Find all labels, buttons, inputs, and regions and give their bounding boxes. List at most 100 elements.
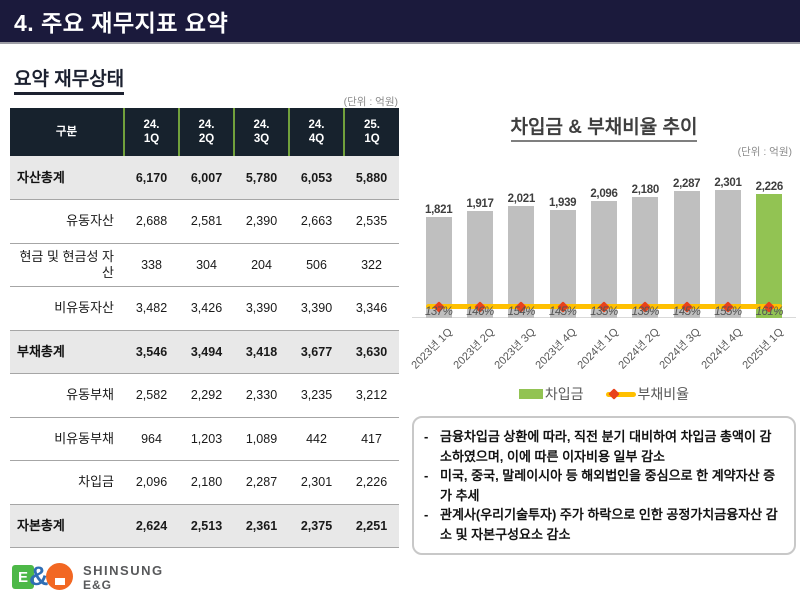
legend-bar-label: 차입금 [544, 386, 584, 402]
bar-value-label: 1,939 [549, 197, 577, 209]
debt-ratio-label: 154% [507, 306, 536, 318]
note-text: 관계사(우리기술투자) 주가 하락으로 인한 공정가치금융자산 감소 및 자본구… [440, 507, 778, 542]
table-cell: 3,494 [190, 344, 223, 359]
row-label: 자본총계 [17, 517, 65, 533]
table-cell: 442 [306, 431, 327, 446]
bar-value-label: 2,096 [590, 188, 618, 200]
x-label-cell: 2023년 2Q [451, 320, 500, 382]
line-swatch-icon [605, 388, 636, 400]
table-row: 자본총계 2,624 2,513 2,361 2,375 2,251 [10, 504, 399, 548]
bar [756, 194, 783, 318]
financial-position-section-title: 요약 재무상태 [14, 64, 125, 95]
table-header-quarter: 24. 2Q [178, 108, 234, 156]
bar [425, 217, 452, 318]
table-cell: 2,330 [245, 388, 278, 403]
row-label: 자산총계 [17, 169, 65, 185]
bar-value-label: 1,821 [425, 204, 453, 216]
table-cell: 5,880 [355, 170, 388, 185]
table-cell: 3,482 [135, 301, 168, 316]
row-label: 비유동자산 [54, 300, 114, 316]
financial-summary-table: 구분 24. 1Q 24. 2Q 24. 3Q 24. 4Q 25. 1Q 자산총계 6,170 6,… [10, 108, 399, 548]
row-label: 유동자산 [66, 213, 114, 229]
note-item: - 관계사(우리기술투자) 주가 하락으로 인한 공정가치금융자산 감소 및 자… [424, 505, 782, 544]
note-text: 미국, 중국, 말레이시아 등 해외법인을 중심으로 한 계약자산 증가 추세 [440, 468, 776, 503]
table-row: 현금 및 현금성 자산 338 304 204 506 322 [10, 243, 399, 287]
row-label: 유동부채 [66, 387, 114, 403]
bullet-dash: - [424, 507, 429, 522]
bullet-dash: - [424, 429, 429, 444]
x-label-cell: 2024년 4Q [699, 320, 748, 382]
table-cell: 3,418 [245, 344, 278, 359]
debt-ratio-label: 137% [424, 306, 453, 318]
table-cell: 2,251 [355, 518, 388, 533]
logo-circle [46, 563, 73, 590]
chart-title: 차입금 & 부채비율 추이 [510, 112, 698, 142]
table-row: 부채총계 3,546 3,494 3,418 3,677 3,630 [10, 330, 399, 374]
table-header-category: 구분 [55, 125, 78, 138]
bar [508, 206, 535, 318]
table-cell: 1,203 [190, 431, 223, 446]
table-row: 비유동자산 3,482 3,426 3,390 3,390 3,346 [10, 286, 399, 331]
table-cell: 3,212 [355, 388, 388, 403]
row-label: 부채총계 [17, 343, 65, 359]
table-cell: 2,535 [355, 214, 388, 229]
table-unit-label: (단위 : 억원) [343, 96, 398, 108]
bar-series: 1,821 1,917 2,021 1,939 2,096 2,180 2,287 2,301… [412, 162, 796, 318]
bar [590, 201, 617, 318]
table-cell: 2,301 [300, 475, 333, 490]
bar-column: 2,301 [707, 177, 748, 318]
logo-ampersand: & [29, 561, 49, 591]
legend-item-borrowings: 차입금 [518, 384, 584, 404]
table-cell: 2,287 [245, 475, 278, 490]
row-label: 차입금 [78, 474, 114, 490]
x-label-cell: 2024년 3Q [658, 320, 707, 382]
x-label-cell: 2024년 2Q [616, 320, 666, 382]
bar-column: 2,096 [583, 188, 624, 318]
legend-item-debt-ratio: 부채비율 [605, 384, 689, 404]
table-header-quarter: 24. 1Q [123, 108, 179, 156]
bar-column: 2,287 [666, 178, 707, 318]
row-label: 비유동부채 [54, 430, 114, 446]
ratio-labels: 137% 146% 154% 145% 135% 139% 145% 155% 161% [412, 306, 796, 318]
table-cell: 6,007 [190, 170, 223, 185]
table-cell: 2,581 [190, 214, 223, 229]
debt-ratio-label: 145% [672, 306, 701, 318]
company-logo: E & SHINSUNG E&G [12, 560, 164, 594]
table-cell: 2,096 [135, 475, 168, 490]
bar-value-label: 2,180 [631, 184, 660, 196]
bullet-dash: - [424, 468, 429, 483]
table-cell: 3,235 [300, 388, 333, 403]
table-cell: 3,390 [245, 301, 278, 316]
x-axis-label: 2023년 1Q [409, 326, 456, 372]
bar [673, 191, 700, 318]
debt-ratio-label: 135% [590, 306, 618, 318]
table-cell: 2,226 [355, 475, 388, 490]
table-cell: 964 [141, 431, 162, 446]
bar-value-label: 1,917 [466, 198, 494, 210]
borrowings-debt-ratio-chart: 차입금 & 부채비율 추이 (단위 : 억원) 1,821 1,917 2,021 1… [410, 112, 796, 402]
x-label-cell: 2023년 3Q [492, 320, 542, 382]
table-row: 차입금 2,096 2,180 2,287 2,301 2,226 [10, 460, 399, 505]
table-cell: 2,375 [300, 518, 333, 533]
row-label: 현금 및 현금성 자산 [19, 249, 114, 280]
logo-company-suffix: E&G [83, 577, 113, 592]
table-cell: 322 [361, 257, 382, 272]
chart-plot-area: 1,821 1,917 2,021 1,939 2,096 2,180 2,287 2,301… [412, 162, 796, 318]
table-cell: 2,582 [135, 388, 168, 403]
logo-text: SHINSUNG E&G [83, 563, 164, 592]
table-row: 유동부채 2,582 2,292 2,330 3,235 3,212 [10, 373, 399, 418]
bar [549, 210, 576, 318]
debt-ratio-label: 146% [466, 306, 494, 318]
debt-ratio-label: 139% [631, 306, 660, 318]
table-header-row: 구분 24. 1Q 24. 2Q 24. 3Q 24. 4Q 25. 1Q [10, 108, 399, 156]
table-row: 유동자산 2,688 2,581 2,390 2,663 2,535 [10, 199, 399, 244]
bar-column: 1,917 [459, 198, 500, 318]
bar-value-label: 2,226 [755, 181, 784, 193]
logo-company-name: SHINSUNG [83, 562, 164, 578]
table-cell: 3,346 [355, 301, 388, 316]
bar-value-label: 2,021 [507, 193, 536, 205]
table-cell: 5,780 [245, 170, 278, 185]
x-label-cell: 2023년 1Q [410, 320, 459, 382]
table-header-quarter: 24. 4Q [288, 108, 344, 156]
bar-column: 2,226 [749, 181, 790, 318]
